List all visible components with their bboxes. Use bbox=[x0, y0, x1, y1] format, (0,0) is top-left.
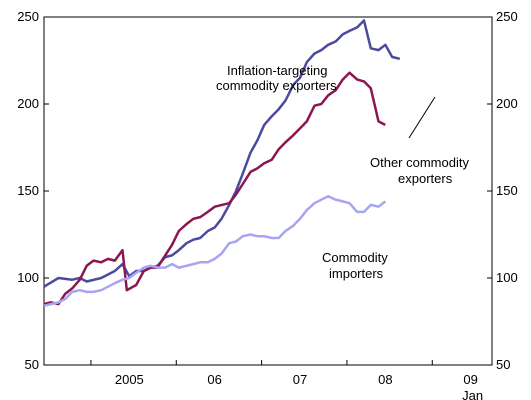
annotation-other-line1: Other commodity bbox=[370, 155, 469, 170]
plot-frame bbox=[43, 16, 493, 366]
series-line-other bbox=[43, 71, 386, 306]
y-tick-label-right: 100 bbox=[496, 270, 518, 285]
y-tick-label-left: 250 bbox=[17, 9, 39, 24]
x-tick-label: 08 bbox=[378, 372, 392, 387]
axes: 50 50 100 100 150 150 200 200 250 250 2005 06 07 08 09… bbox=[17, 9, 517, 400]
y-tick-label-left: 150 bbox=[17, 183, 39, 198]
x-tick-label: 06 bbox=[207, 372, 221, 387]
y-tick-label-right: 50 bbox=[496, 357, 510, 372]
annotation-other-line2: exporters bbox=[398, 171, 453, 186]
y-tick-label-right: 150 bbox=[496, 183, 518, 198]
x-tick-sublabel: Jan bbox=[462, 388, 483, 400]
series-line-inflation_targeting bbox=[43, 19, 401, 288]
x-tick-label: 09 bbox=[463, 372, 477, 387]
x-tick-label: 2005 bbox=[115, 372, 144, 387]
annotation-inflation-targeting-line1: Inflation-targeting bbox=[227, 63, 327, 78]
y-tick-label-left: 50 bbox=[25, 357, 39, 372]
y-tick-label-left: 100 bbox=[17, 270, 39, 285]
y-tick-label-left: 200 bbox=[17, 96, 39, 111]
x-tick-label: 07 bbox=[293, 372, 307, 387]
annotation-importers-line2: importers bbox=[329, 266, 384, 281]
annotation-importers-line1: Commodity bbox=[322, 250, 388, 265]
annotation-pointer bbox=[408, 96, 436, 139]
series-lines bbox=[43, 19, 401, 308]
annotation-inflation-targeting-line2: commodity exporters bbox=[216, 78, 337, 93]
y-tick-label-right: 200 bbox=[496, 96, 518, 111]
series-line-importers bbox=[43, 194, 387, 308]
y-tick-label-right: 250 bbox=[496, 9, 518, 24]
